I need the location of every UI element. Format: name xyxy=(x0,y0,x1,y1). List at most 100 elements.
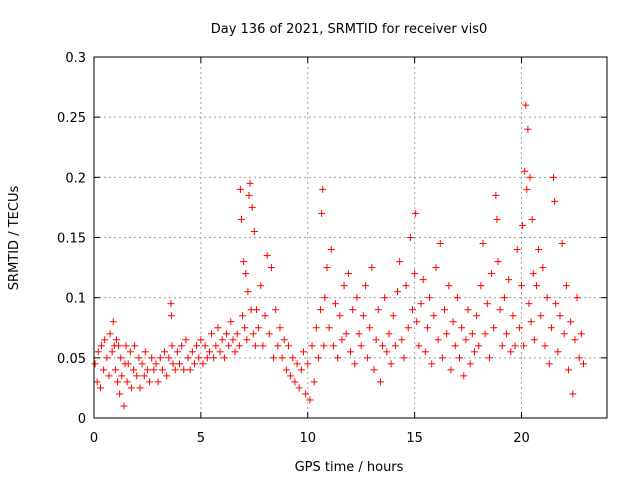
data-point xyxy=(344,270,352,278)
data-point xyxy=(109,318,117,326)
data-point xyxy=(539,264,547,272)
data-point xyxy=(131,342,139,350)
data-point xyxy=(535,246,543,254)
data-point xyxy=(250,227,258,235)
data-point xyxy=(530,336,538,344)
data-point xyxy=(550,173,558,181)
data-point xyxy=(231,348,239,356)
data-point xyxy=(523,185,531,193)
data-point xyxy=(432,264,440,272)
data-point xyxy=(515,324,523,332)
data-point xyxy=(537,312,545,320)
axis-ticks: 0 0.05 0.1 0.15 0.2 0.25 0.3 0 5 10 15 20 xyxy=(57,51,607,446)
data-point xyxy=(329,342,337,350)
data-point xyxy=(112,336,120,344)
data-point xyxy=(210,354,218,362)
data-point xyxy=(340,282,348,290)
data-point xyxy=(532,282,540,290)
data-point xyxy=(493,215,501,223)
data-point xyxy=(265,330,273,338)
data-point xyxy=(270,354,278,362)
data-point xyxy=(227,318,235,326)
data-point xyxy=(186,366,194,374)
data-point xyxy=(93,378,101,386)
data-point xyxy=(451,342,459,350)
data-point xyxy=(143,366,151,374)
y-tick-label: 0.05 xyxy=(57,352,86,367)
data-point xyxy=(430,312,438,320)
data-point xyxy=(267,264,275,272)
data-point xyxy=(434,336,442,344)
data-point xyxy=(314,354,322,362)
data-point xyxy=(567,318,575,326)
data-point xyxy=(498,342,506,350)
grid xyxy=(94,57,607,418)
data-point xyxy=(108,348,116,356)
data-point xyxy=(239,312,247,320)
data-point xyxy=(411,270,419,278)
data-point xyxy=(525,300,533,308)
data-point xyxy=(233,330,241,338)
y-tick-label: 0 xyxy=(78,412,86,427)
data-point xyxy=(120,402,128,410)
data-point xyxy=(402,282,410,290)
data-point xyxy=(423,324,431,332)
data-point xyxy=(394,288,402,296)
data-point xyxy=(317,306,325,314)
data-point xyxy=(577,330,585,338)
data-point xyxy=(237,215,245,223)
data-point xyxy=(165,354,173,362)
data-point xyxy=(342,330,350,338)
data-point xyxy=(308,342,316,350)
data-point xyxy=(289,354,297,362)
data-point xyxy=(379,342,387,350)
data-point xyxy=(387,360,395,368)
data-point xyxy=(242,270,250,278)
data-point xyxy=(130,366,138,374)
data-point xyxy=(285,342,293,350)
data-point xyxy=(518,282,525,290)
data-point xyxy=(319,185,327,193)
data-point xyxy=(336,312,344,320)
data-point xyxy=(359,312,367,320)
data-point xyxy=(320,342,328,350)
data-point xyxy=(528,215,536,223)
data-point xyxy=(477,282,485,290)
data-point xyxy=(376,378,384,386)
data-point xyxy=(123,378,131,386)
data-point xyxy=(494,258,502,266)
data-point xyxy=(473,312,481,320)
data-point xyxy=(188,348,196,356)
data-point xyxy=(243,336,251,344)
data-point xyxy=(248,203,256,211)
y-tick-label: 0.15 xyxy=(57,232,86,247)
data-point xyxy=(205,348,213,356)
data-point xyxy=(436,240,444,248)
data-point xyxy=(124,360,132,368)
data-point xyxy=(111,366,119,374)
data-point xyxy=(529,270,537,278)
data-point xyxy=(545,360,553,368)
data-point xyxy=(190,360,198,368)
data-point xyxy=(133,372,141,380)
data-point xyxy=(524,125,532,133)
data-point xyxy=(169,360,177,368)
data-point xyxy=(466,360,474,368)
data-point xyxy=(551,197,559,205)
x-tick-label: 15 xyxy=(406,431,423,446)
data-point xyxy=(364,354,372,362)
data-point xyxy=(276,324,284,332)
data-point xyxy=(318,209,326,217)
data-point xyxy=(216,348,224,356)
data-point xyxy=(571,336,579,344)
data-point xyxy=(569,390,577,398)
data-point xyxy=(229,336,237,344)
data-point xyxy=(522,101,530,109)
data-point xyxy=(447,366,455,374)
data-point xyxy=(543,294,551,302)
data-point xyxy=(252,306,260,314)
data-point xyxy=(398,336,406,344)
data-point xyxy=(412,209,420,217)
data-point xyxy=(372,336,380,344)
y-tick-label: 0.25 xyxy=(57,111,86,126)
